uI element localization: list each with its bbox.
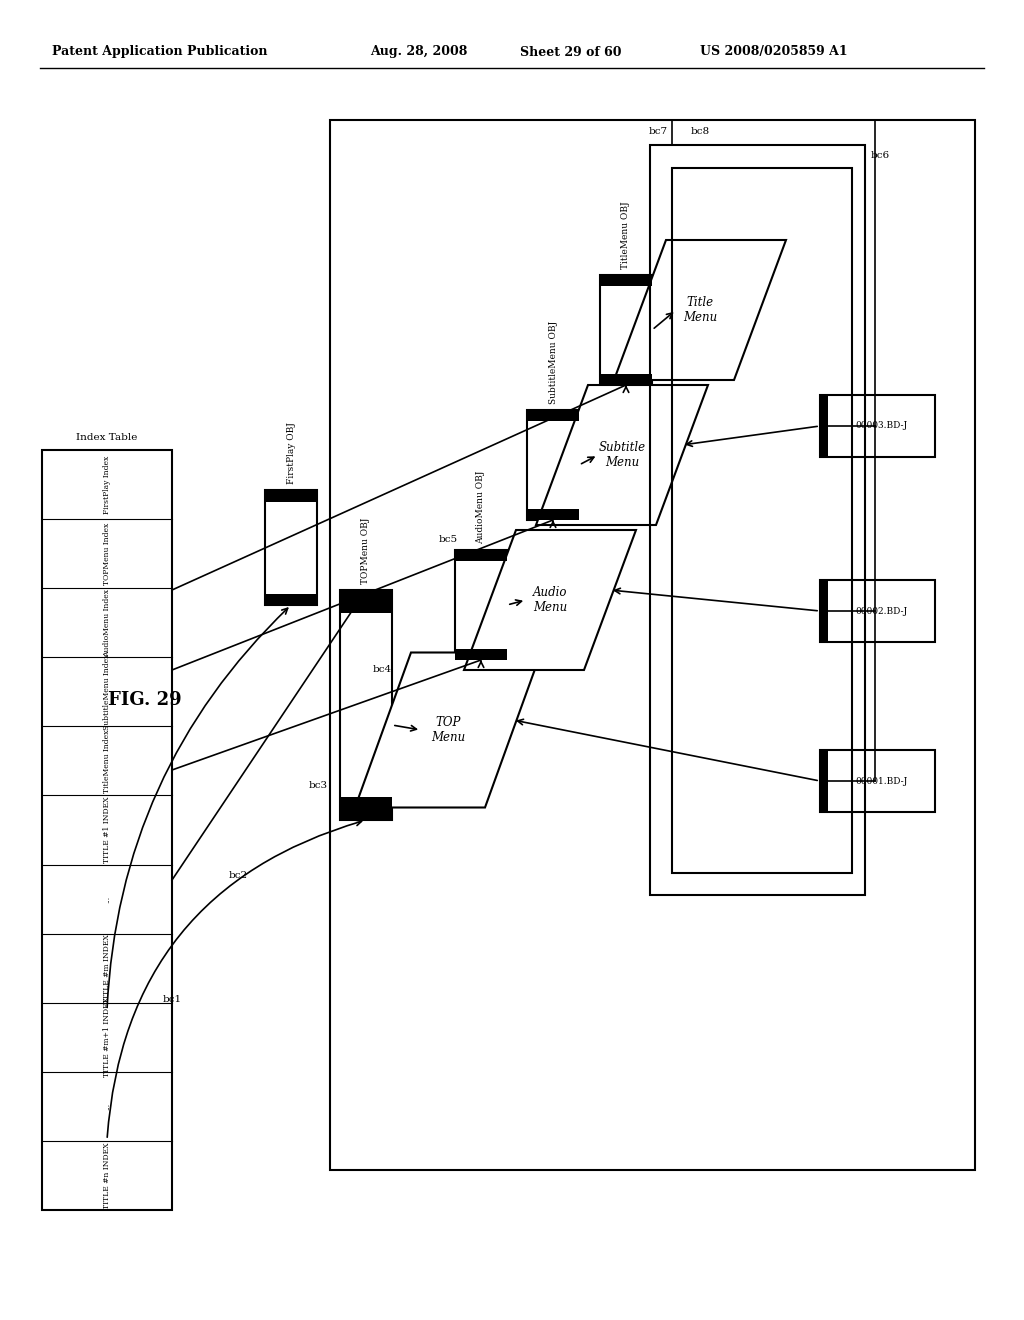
Polygon shape bbox=[536, 385, 708, 525]
Polygon shape bbox=[464, 531, 636, 671]
Text: bc1: bc1 bbox=[163, 995, 181, 1005]
Text: Title
Menu: Title Menu bbox=[683, 296, 717, 323]
Text: SubtitleMenu OBJ: SubtitleMenu OBJ bbox=[549, 321, 557, 404]
Bar bbox=[527, 411, 579, 520]
Bar bbox=[330, 120, 975, 1170]
Text: Subtitle
Menu: Subtitle Menu bbox=[598, 441, 645, 469]
Text: TITLE #m+1 INDEX: TITLE #m+1 INDEX bbox=[103, 998, 111, 1077]
Text: Audio
Menu: Audio Menu bbox=[532, 586, 567, 614]
Polygon shape bbox=[614, 240, 786, 380]
Bar bbox=[820, 579, 828, 642]
Bar bbox=[650, 145, 865, 895]
Text: TITLE #1 INDEX: TITLE #1 INDEX bbox=[103, 797, 111, 863]
Bar bbox=[820, 395, 935, 457]
Bar bbox=[600, 374, 652, 385]
Text: TITLE #n INDEX: TITLE #n INDEX bbox=[103, 1142, 111, 1209]
Text: TITLE #m INDEX: TITLE #m INDEX bbox=[103, 933, 111, 1003]
Text: SubtitleMenu Index: SubtitleMenu Index bbox=[103, 653, 111, 730]
Bar bbox=[265, 490, 317, 502]
Text: TitleMenu Index: TitleMenu Index bbox=[103, 729, 111, 792]
Bar bbox=[340, 590, 392, 612]
Text: TOPMenu OBJ: TOPMenu OBJ bbox=[361, 517, 371, 583]
Text: Patent Application Publication: Patent Application Publication bbox=[52, 45, 267, 58]
Bar bbox=[600, 275, 652, 385]
Bar bbox=[820, 579, 935, 642]
Bar bbox=[455, 550, 507, 660]
Text: AudioMenu Index: AudioMenu Index bbox=[103, 589, 111, 657]
Text: TOPMenu Index: TOPMenu Index bbox=[103, 523, 111, 585]
Bar bbox=[340, 797, 392, 820]
Text: bc7: bc7 bbox=[648, 128, 668, 136]
Bar bbox=[820, 750, 935, 812]
Text: FirstPlay Index: FirstPlay Index bbox=[103, 455, 111, 513]
Bar bbox=[820, 395, 828, 457]
Bar bbox=[820, 750, 828, 812]
Text: 00003.BD-J: 00003.BD-J bbox=[855, 421, 907, 430]
Text: TOP
Menu: TOP Menu bbox=[431, 715, 465, 744]
Text: Index Table: Index Table bbox=[77, 433, 137, 442]
Text: 00002.BD-J: 00002.BD-J bbox=[855, 606, 907, 615]
Text: TitleMenu OBJ: TitleMenu OBJ bbox=[622, 201, 631, 269]
Text: FIG. 29: FIG. 29 bbox=[108, 690, 181, 709]
Bar bbox=[455, 550, 507, 561]
Bar bbox=[527, 411, 579, 421]
Text: bc4: bc4 bbox=[373, 665, 391, 675]
Text: bc5: bc5 bbox=[438, 536, 458, 544]
Text: AudioMenu OBJ: AudioMenu OBJ bbox=[476, 470, 485, 544]
Text: bc6: bc6 bbox=[870, 150, 890, 160]
Text: bc2: bc2 bbox=[228, 870, 248, 879]
Bar bbox=[265, 594, 317, 605]
Bar bbox=[527, 510, 579, 520]
Text: Sheet 29 of 60: Sheet 29 of 60 bbox=[520, 45, 622, 58]
Bar bbox=[340, 590, 392, 820]
Text: 00001.BD-J: 00001.BD-J bbox=[855, 776, 907, 785]
Text: bc3: bc3 bbox=[308, 780, 328, 789]
Bar bbox=[455, 649, 507, 660]
Bar bbox=[672, 168, 852, 873]
Bar bbox=[42, 450, 172, 1210]
Bar bbox=[265, 490, 317, 605]
Bar bbox=[600, 275, 652, 286]
Text: ...: ... bbox=[103, 895, 111, 903]
Text: FirstPlay OBJ: FirstPlay OBJ bbox=[287, 422, 296, 484]
Text: US 2008/0205859 A1: US 2008/0205859 A1 bbox=[700, 45, 848, 58]
Text: Aug. 28, 2008: Aug. 28, 2008 bbox=[370, 45, 467, 58]
Polygon shape bbox=[355, 652, 541, 808]
Text: ...: ... bbox=[103, 1102, 111, 1110]
Text: bc8: bc8 bbox=[690, 128, 710, 136]
